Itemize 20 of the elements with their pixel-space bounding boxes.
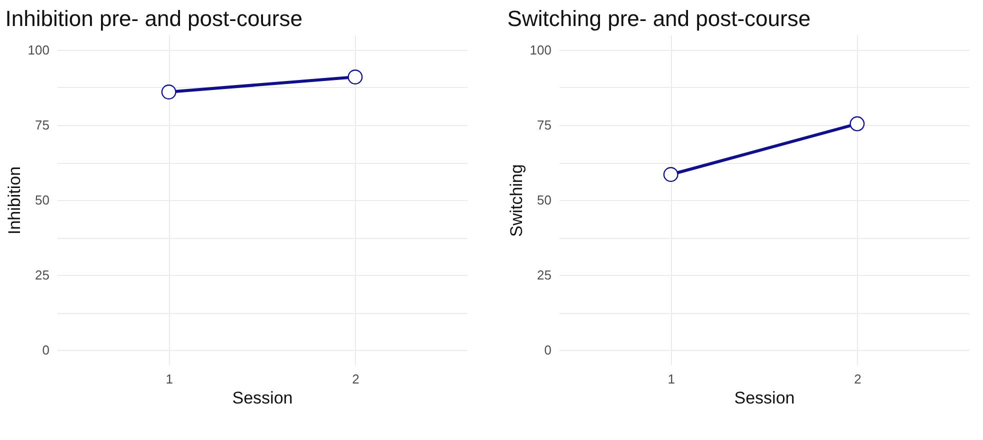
y-tick-label: 25 <box>35 268 50 282</box>
y-axis-title: Switching <box>506 164 526 237</box>
chart-title: Inhibition pre- and post-course <box>5 6 302 31</box>
x-axis-title: Session <box>734 388 795 408</box>
y-tick-label: 100 <box>530 42 552 58</box>
y-tick-label: 75 <box>35 118 50 132</box>
x-tick-label: 1 <box>166 372 173 386</box>
y-tick-label: 0 <box>544 342 552 358</box>
x-tick-label: 2 <box>854 372 862 386</box>
x-axis-title: Session <box>232 388 293 408</box>
y-tick-label: 50 <box>35 192 50 208</box>
y-tick-label: 75 <box>537 118 552 132</box>
chart-title: Switching pre- and post-course <box>507 6 811 31</box>
y-axis-title: Inhibition <box>4 166 24 235</box>
x-tick-label: 1 <box>668 372 675 386</box>
y-tick-label: 0 <box>42 342 50 358</box>
y-tick-label: 25 <box>537 268 552 282</box>
y-tick-label: 50 <box>537 192 552 208</box>
x-tick-label: 2 <box>352 372 360 386</box>
y-tick-label: 100 <box>28 42 50 58</box>
